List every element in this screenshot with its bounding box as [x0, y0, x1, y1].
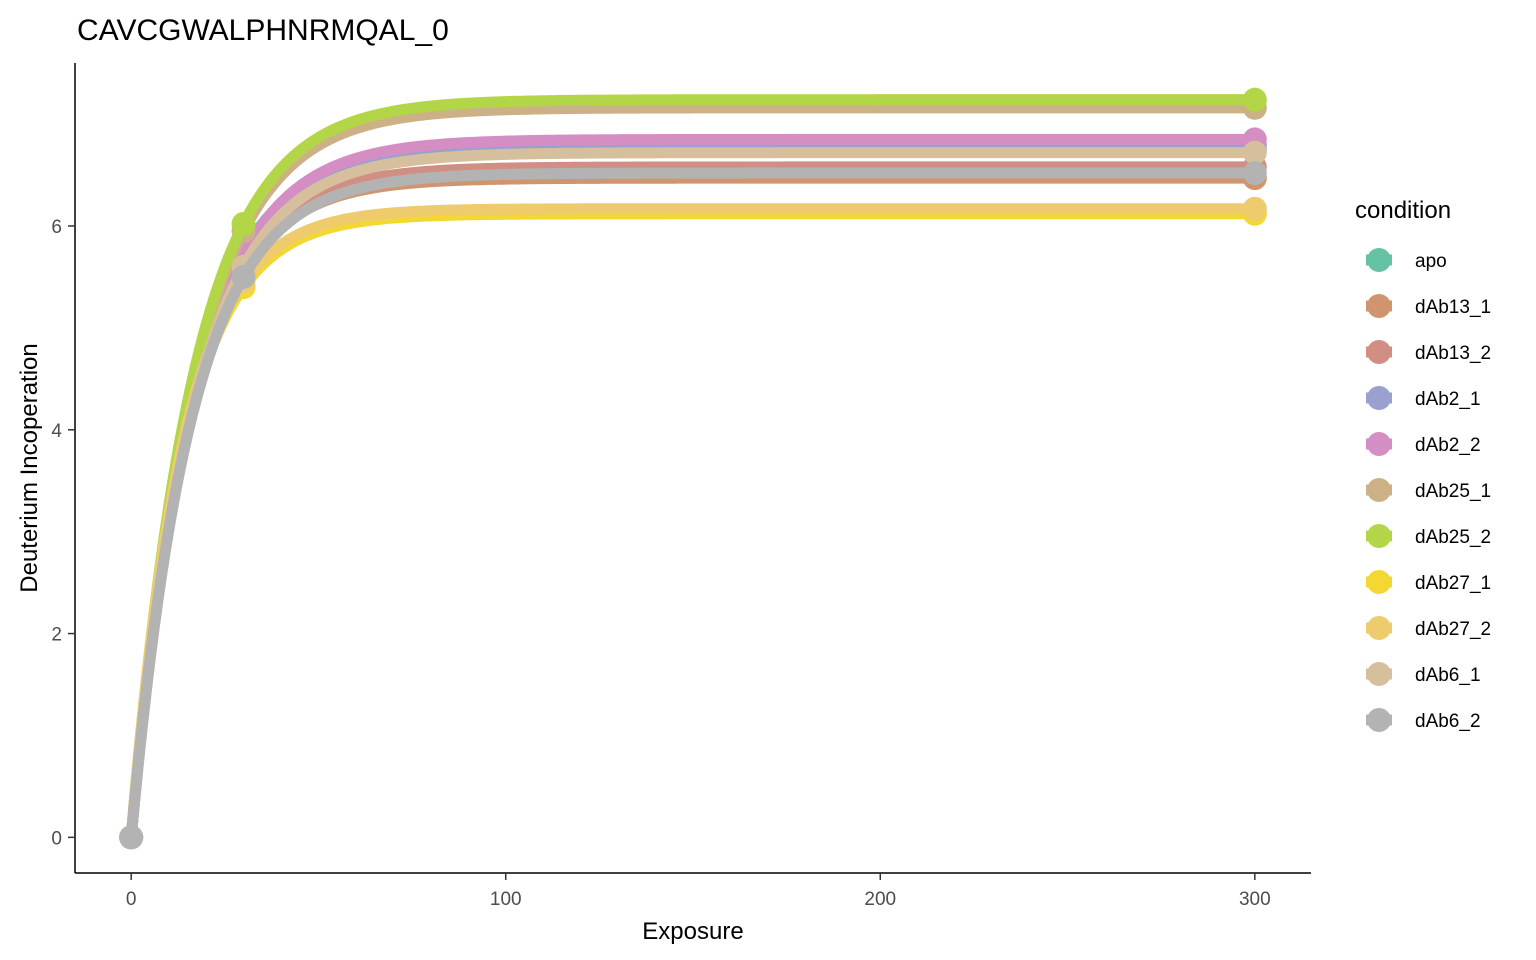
- legend-key-point: [1367, 662, 1391, 686]
- legend-key-point: [1367, 386, 1391, 410]
- legend-key-point: [1367, 432, 1391, 456]
- legend-key-point: [1367, 524, 1391, 548]
- series-line-dab2-2: [125, 133, 1261, 843]
- legend-item-dab2-1: dAb2_1: [1366, 386, 1481, 410]
- data-point-dab6-2: [119, 825, 144, 850]
- data-point-dab6-2: [231, 264, 256, 289]
- data-point-dab27-2: [1242, 196, 1267, 221]
- legend-label: dAb6_1: [1415, 665, 1481, 686]
- legend-item-dab13-2: dAb13_2: [1366, 340, 1491, 364]
- legend-key-point: [1367, 478, 1391, 502]
- series-line-dab25-1: [125, 102, 1261, 843]
- series-line-dab6-1: [125, 147, 1261, 843]
- legend-item-dab27-2: dAb27_2: [1366, 616, 1491, 640]
- x-tick-label: 300: [1239, 889, 1271, 910]
- legend-item-dab2-2: dAb2_2: [1366, 432, 1481, 456]
- series-dab13-2: [119, 154, 1267, 850]
- legend-label: dAb13_1: [1415, 297, 1491, 318]
- legend-label: dAb6_2: [1415, 711, 1481, 732]
- legend-key-point: [1367, 248, 1391, 272]
- legend-item-dab6-2: dAb6_2: [1366, 708, 1481, 732]
- data-point-dab6-1: [1242, 140, 1267, 165]
- legend-key-point: [1367, 708, 1391, 732]
- legend-label: dAb2_1: [1415, 389, 1481, 410]
- legend-item-dab25-1: dAb25_1: [1366, 478, 1491, 502]
- y-axis-ticks: 0 2 4 6: [51, 217, 75, 849]
- legend-key-point: [1367, 340, 1391, 364]
- legend-key-point: [1367, 616, 1391, 640]
- data-point-dab25-2: [1242, 87, 1267, 112]
- series-line-dab27-2: [125, 203, 1261, 843]
- legend-label: apo: [1415, 251, 1447, 272]
- legend-label: dAb25_2: [1415, 527, 1491, 548]
- data-point-dab6-2: [1242, 161, 1267, 186]
- x-axis-ticks: 0 100 200 300: [126, 873, 1271, 910]
- series-dab13-1: [119, 166, 1267, 850]
- y-tick-label: 0: [51, 828, 62, 849]
- legend-items: apo dAb13_1 dAb13_2 dAb2_1 dAb2_2 dAb25_1 dAb2…: [1366, 248, 1491, 732]
- x-tick-label: 0: [126, 889, 137, 910]
- legend-label: dAb13_2: [1415, 343, 1491, 364]
- plot-area: [119, 87, 1267, 850]
- legend-label: dAb27_2: [1415, 619, 1491, 640]
- legend-key-point: [1367, 570, 1391, 594]
- y-tick-label: 6: [51, 217, 62, 238]
- series-line-dab13-2: [125, 161, 1261, 843]
- series-dab27-1: [119, 201, 1267, 850]
- series-line-dab6-2: [125, 167, 1261, 843]
- y-tick-label: 2: [51, 625, 62, 646]
- series-line-dab25-2: [125, 94, 1261, 843]
- series-dab27-2: [119, 196, 1267, 850]
- data-point-dab25-2: [231, 211, 256, 236]
- series-line-apo: [125, 144, 1261, 843]
- legend: condition apo dAb13_1 dAb13_2 dAb2_1 dAb2_2d…: [1355, 197, 1491, 732]
- legend-item-dab6-1: dAb6_1: [1366, 662, 1481, 686]
- legend-item-apo: apo: [1366, 248, 1447, 272]
- y-axis-title: Deuterium Incoperation: [16, 343, 43, 592]
- legend-label: dAb27_1: [1415, 573, 1491, 594]
- legend-item-dab27-1: dAb27_1: [1366, 570, 1491, 594]
- series-line-dab27-1: [125, 208, 1261, 843]
- x-axis-title: Exposure: [642, 918, 743, 945]
- chart-title: CAVCGWALPHNRMQAL_0: [77, 14, 449, 47]
- x-tick-label: 100: [490, 889, 522, 910]
- legend-item-dab25-2: dAb25_2: [1366, 524, 1491, 548]
- series-dab6-2: [119, 161, 1267, 850]
- series-line-dab2-1: [125, 139, 1261, 843]
- legend-title: condition: [1355, 197, 1451, 224]
- legend-label: dAb25_1: [1415, 481, 1491, 502]
- x-tick-label: 200: [864, 889, 896, 910]
- legend-item-dab13-1: dAb13_1: [1366, 294, 1491, 318]
- y-tick-label: 4: [51, 421, 62, 442]
- series-line-dab13-1: [125, 172, 1261, 843]
- legend-key-point: [1367, 294, 1391, 318]
- legend-label: dAb2_2: [1415, 435, 1481, 456]
